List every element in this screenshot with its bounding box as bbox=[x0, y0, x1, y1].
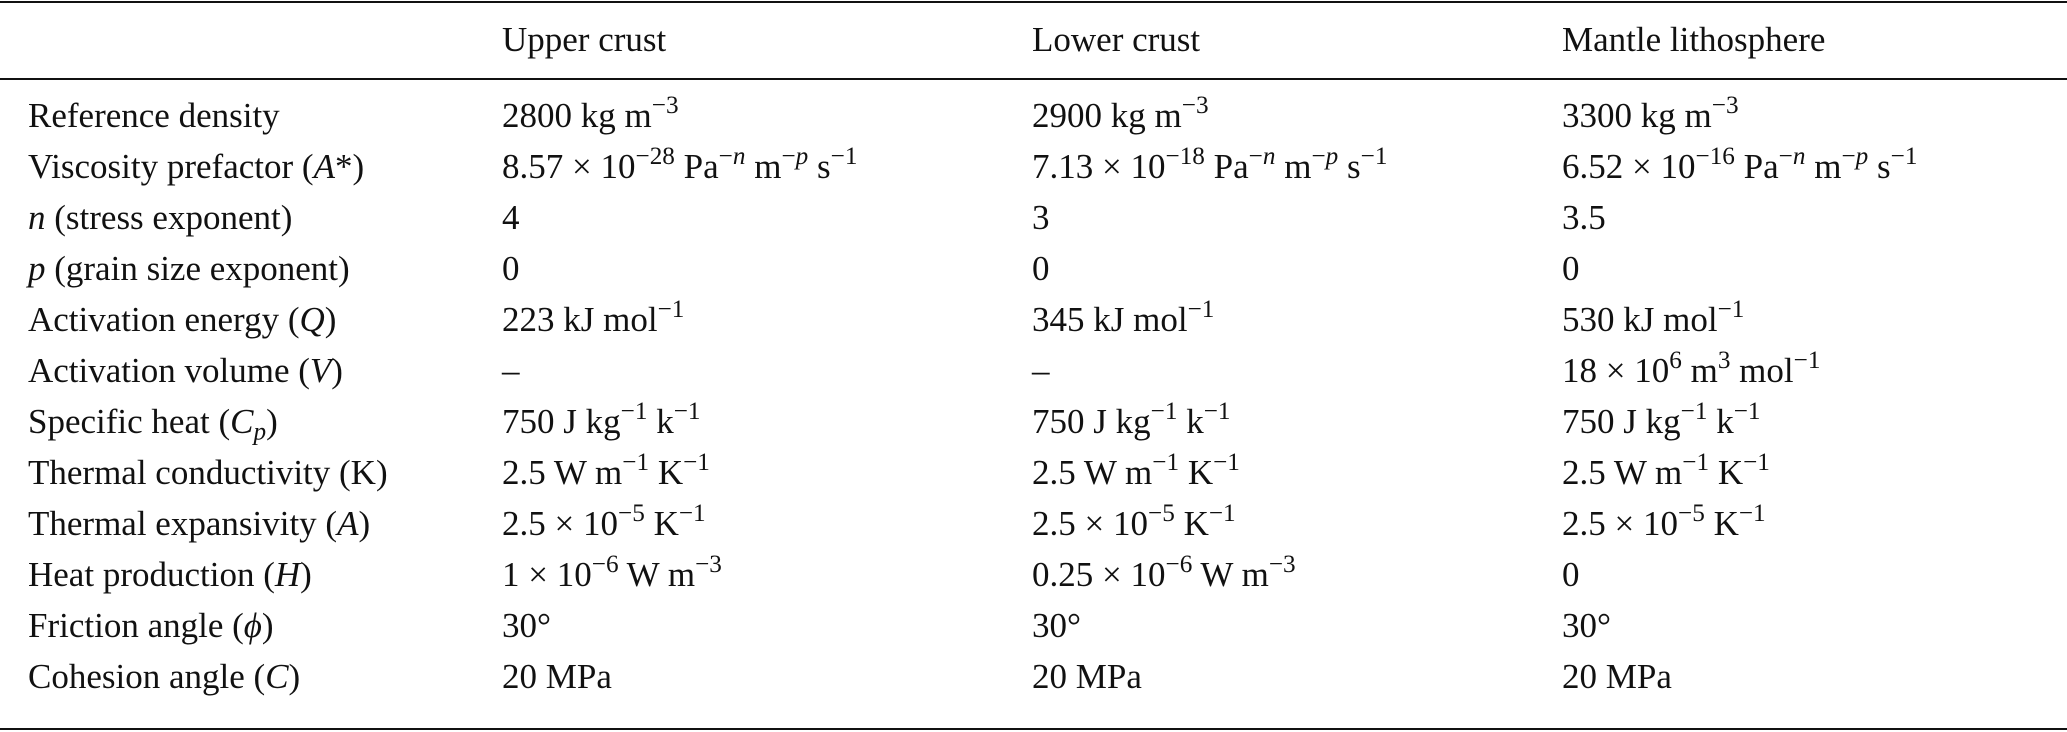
upper-crust-value: – bbox=[502, 351, 520, 390]
table-header-row: Upper crust Lower crust Mantle lithosphe… bbox=[0, 8, 2067, 72]
upper-crust-value: 223 kJ mol−1 bbox=[502, 296, 685, 339]
lower-crust-value: 2900 kg m−3 bbox=[1032, 92, 1209, 135]
row-label: Viscosity prefactor (A*) bbox=[28, 147, 365, 186]
lower-crust-value: 20 MPa bbox=[1032, 657, 1142, 696]
table-row: n (stress exponent) 4 3 3.5 bbox=[0, 189, 2067, 240]
header-rule bbox=[0, 78, 2067, 80]
header-cell-mantle-lithosphere: Mantle lithosphere bbox=[1562, 20, 1826, 59]
row-label: Activation volume (V) bbox=[28, 351, 343, 390]
upper-crust-value: 20 MPa bbox=[502, 657, 612, 696]
mantle-lithosphere-value: 530 kJ mol−1 bbox=[1562, 296, 1745, 339]
mantle-lithosphere-value: 0 bbox=[1562, 555, 1580, 594]
table-row: p (grain size exponent) 0 0 0 bbox=[0, 240, 2067, 291]
upper-crust-value: 8.57 × 10−28 Pa−n m−p s−1 bbox=[502, 143, 858, 186]
mantle-lithosphere-value: 3.5 bbox=[1562, 198, 1606, 237]
upper-crust-value: 2.5 × 10−5 K−1 bbox=[502, 500, 706, 543]
mantle-lithosphere-value: 0 bbox=[1562, 249, 1580, 288]
row-label: Reference density bbox=[28, 96, 280, 135]
table-row: Specific heat (Cp) 750 J kg−1 k−1 750 J kg… bbox=[0, 393, 2067, 444]
table-row: Cohesion angle (C) 20 MPa 20 MPa 20 MPa bbox=[0, 648, 2067, 699]
lower-crust-value: 3 bbox=[1032, 198, 1050, 237]
table-row: Thermal expansivity (A) 2.5 × 10−5 K−1 2.5… bbox=[0, 495, 2067, 546]
row-label: Thermal expansivity (A) bbox=[28, 504, 371, 543]
lower-crust-value: – bbox=[1032, 351, 1050, 390]
mantle-lithosphere-value: 18 × 106 m3 mol−1 bbox=[1562, 347, 1821, 390]
mantle-lithosphere-value: 3300 kg m−3 bbox=[1562, 92, 1739, 135]
table-row: Friction angle (ϕ) 30° 30° 30° bbox=[0, 597, 2067, 648]
row-label: Activation energy (Q) bbox=[28, 300, 337, 339]
row-label: Friction angle (ϕ) bbox=[28, 606, 274, 645]
upper-crust-value: 4 bbox=[502, 198, 520, 237]
upper-crust-value: 0 bbox=[502, 249, 520, 288]
lower-crust-value: 750 J kg−1 k−1 bbox=[1032, 398, 1231, 441]
lower-crust-value: 0 bbox=[1032, 249, 1050, 288]
table-body: Reference density 2800 kg m−3 2900 kg m−3 3… bbox=[0, 87, 2067, 699]
row-label: Cohesion angle (C) bbox=[28, 657, 301, 696]
upper-crust-value: 750 J kg−1 k−1 bbox=[502, 398, 701, 441]
lower-crust-value: 2.5 W m−1 K−1 bbox=[1032, 449, 1240, 492]
upper-crust-value: 2800 kg m−3 bbox=[502, 92, 679, 135]
row-label: Thermal conductivity (K) bbox=[28, 453, 388, 492]
mantle-lithosphere-value: 2.5 × 10−5 K−1 bbox=[1562, 500, 1766, 543]
upper-crust-value: 1 × 10−6 W m−3 bbox=[502, 551, 722, 594]
top-rule bbox=[0, 1, 2067, 3]
table-row: Activation energy (Q) 223 kJ mol−1 345 kJ … bbox=[0, 291, 2067, 342]
table-row: Viscosity prefactor (A*) 8.57 × 10−28 Pa−… bbox=[0, 138, 2067, 189]
lower-crust-value: 0.25 × 10−6 W m−3 bbox=[1032, 551, 1296, 594]
table-row: Thermal conductivity (K) 2.5 W m−1 K−1 2.5… bbox=[0, 444, 2067, 495]
upper-crust-value: 2.5 W m−1 K−1 bbox=[502, 449, 710, 492]
lower-crust-value: 7.13 × 10−18 Pa−n m−p s−1 bbox=[1032, 143, 1388, 186]
lower-crust-value: 345 kJ mol−1 bbox=[1032, 296, 1215, 339]
mantle-lithosphere-value: 30° bbox=[1562, 606, 1611, 645]
row-label: Specific heat (Cp) bbox=[28, 402, 278, 446]
mantle-lithosphere-value: 2.5 W m−1 K−1 bbox=[1562, 449, 1770, 492]
lower-crust-value: 2.5 × 10−5 K−1 bbox=[1032, 500, 1236, 543]
row-label: n (stress exponent) bbox=[28, 198, 293, 237]
bottom-rule bbox=[0, 728, 2067, 730]
mantle-lithosphere-value: 6.52 × 10−16 Pa−n m−p s−1 bbox=[1562, 143, 1918, 186]
header-cell-upper-crust: Upper crust bbox=[502, 20, 667, 59]
table-row: Activation volume (V) – – 18 × 106 m3 mol−1 bbox=[0, 342, 2067, 393]
row-label: p (grain size exponent) bbox=[28, 249, 350, 288]
table-row: Heat production (H) 1 × 10−6 W m−3 0.25 × … bbox=[0, 546, 2067, 597]
upper-crust-value: 30° bbox=[502, 606, 551, 645]
mantle-lithosphere-value: 750 J kg−1 k−1 bbox=[1562, 398, 1761, 441]
header-cell-lower-crust: Lower crust bbox=[1032, 20, 1201, 59]
lower-crust-value: 30° bbox=[1032, 606, 1081, 645]
row-label: Heat production (H) bbox=[28, 555, 312, 594]
table-row: Reference density 2800 kg m−3 2900 kg m−3 3… bbox=[0, 87, 2067, 138]
mantle-lithosphere-value: 20 MPa bbox=[1562, 657, 1672, 696]
